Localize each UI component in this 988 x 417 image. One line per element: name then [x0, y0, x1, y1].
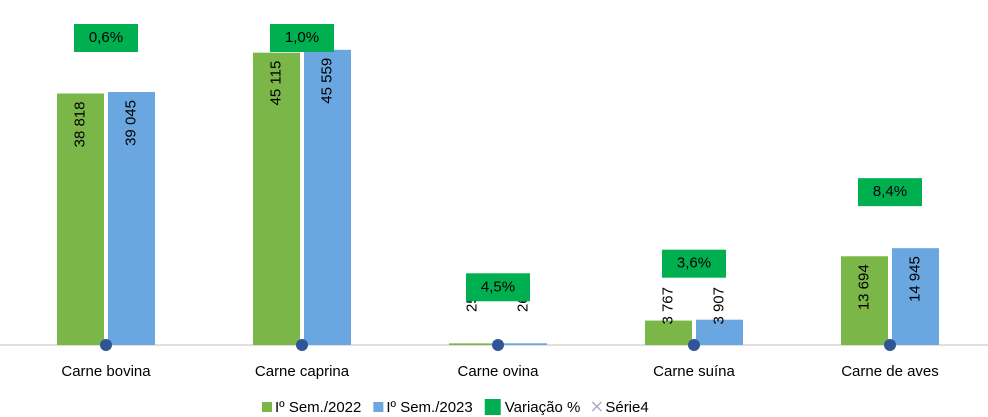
bar	[57, 93, 104, 346]
value-label: 38 818	[71, 101, 88, 147]
x-tick-label: Carne caprina	[255, 363, 350, 380]
legend-label: Série4	[605, 399, 648, 416]
variation-label: 3,6%	[677, 255, 711, 272]
x-tick-label: Carne ovina	[458, 363, 540, 380]
legend-swatch	[591, 401, 602, 412]
value-label: 14 945	[906, 256, 923, 302]
variation-box	[74, 24, 138, 52]
marker	[688, 339, 700, 351]
bar	[449, 343, 496, 345]
value-label: 3 767	[659, 287, 676, 325]
variation-box	[858, 178, 922, 207]
variation-label: 0,6%	[89, 29, 123, 46]
marker	[492, 339, 504, 351]
x-tick-label: Carne de aves	[841, 363, 939, 380]
bar	[500, 343, 547, 345]
value-label: 39 045	[122, 100, 139, 146]
bar	[108, 92, 155, 345]
legend-label: Variação %	[505, 399, 581, 416]
bar	[645, 320, 692, 345]
legend-label: Iº Sem./2023	[386, 399, 472, 416]
legend-label: Iº Sem./2022	[275, 399, 361, 416]
legend-swatch	[262, 402, 272, 412]
x-tick-label: Carne bovina	[61, 363, 151, 380]
legend-swatch	[484, 399, 501, 415]
marker	[884, 339, 896, 351]
legend-swatch	[373, 402, 384, 412]
variation-box	[270, 24, 334, 52]
bar	[253, 52, 300, 346]
marker	[296, 339, 308, 351]
variation-label: 1,0%	[285, 29, 319, 46]
value-label: 45 559	[318, 58, 335, 104]
bar	[841, 256, 888, 345]
variation-box	[662, 249, 726, 278]
marker	[100, 339, 112, 351]
variation-label: 8,4%	[873, 183, 907, 200]
bar	[892, 248, 939, 345]
value-label: 13 694	[855, 264, 872, 310]
x-tick-label: Carne suína	[653, 363, 735, 380]
bar	[304, 49, 351, 346]
value-label: 45 115	[267, 61, 284, 106]
variation-box	[466, 273, 530, 302]
value-label: 3 907	[710, 287, 727, 325]
variation-label: 4,5%	[481, 278, 515, 295]
bar	[696, 319, 743, 345]
